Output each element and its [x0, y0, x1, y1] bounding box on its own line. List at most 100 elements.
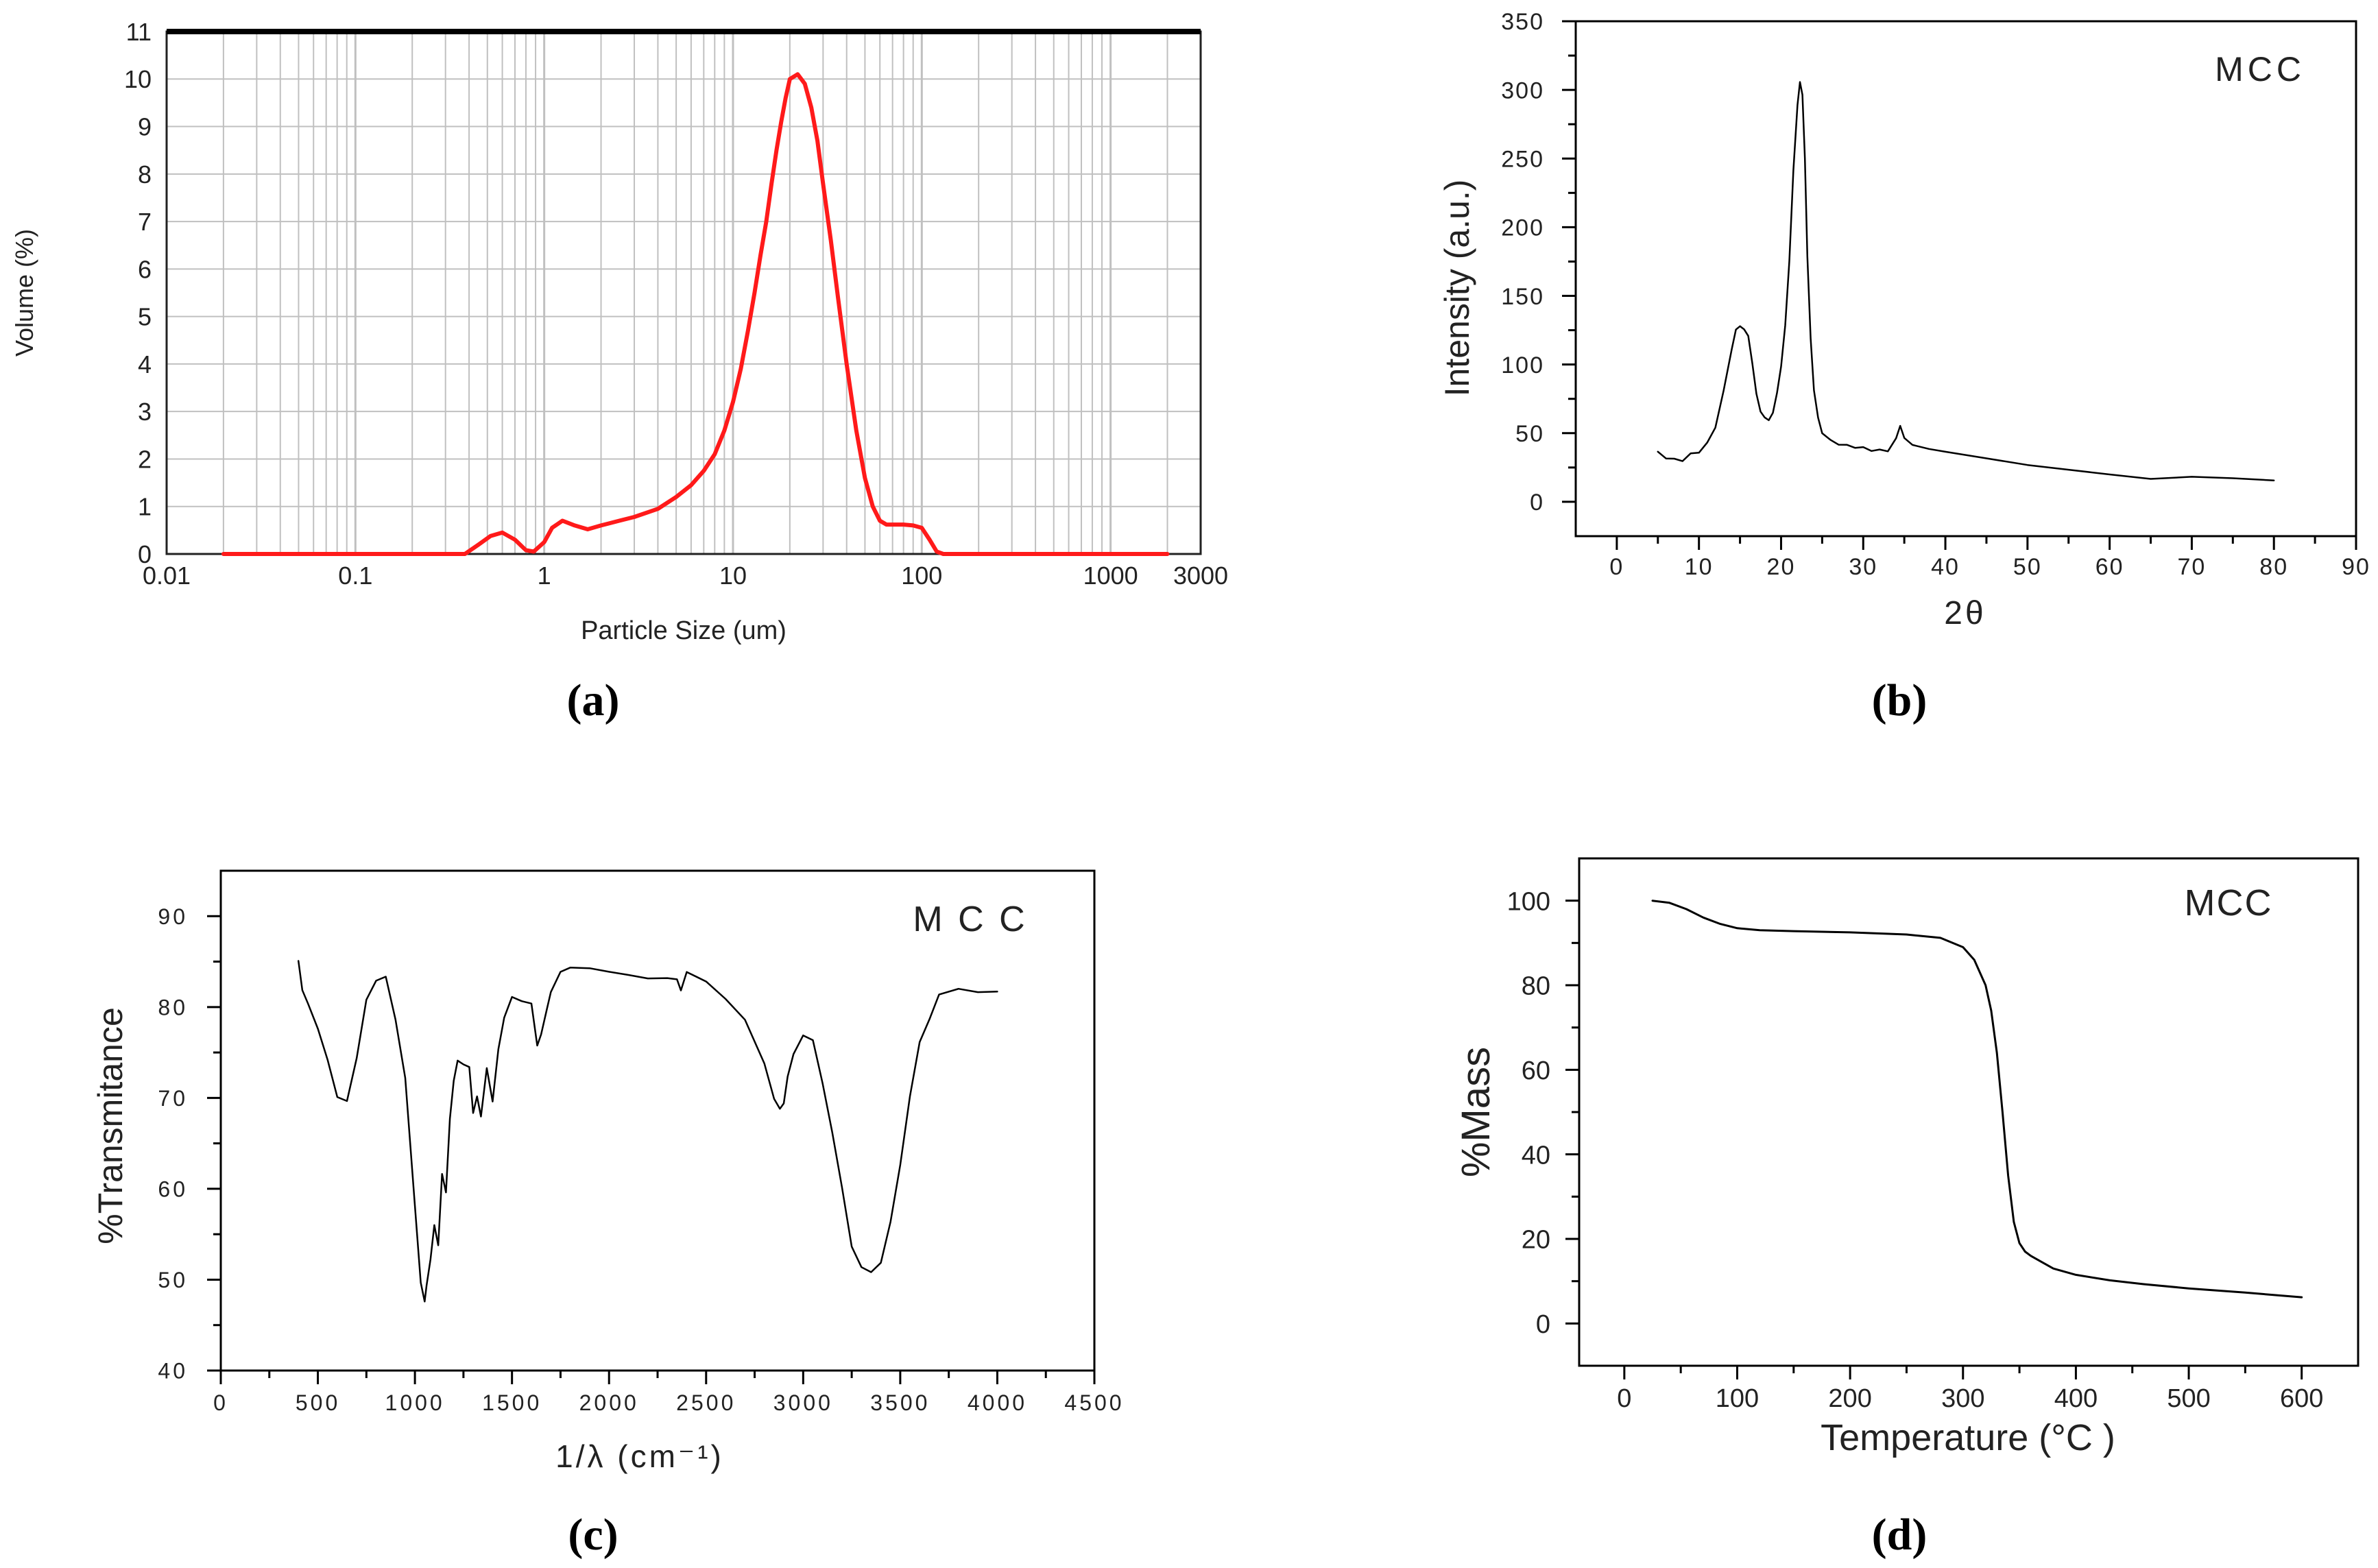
- b-y-axis-label: Intensity (a.u.): [1438, 180, 1476, 397]
- b-x-tick-label: 0: [1609, 554, 1624, 580]
- d-y-tick-label: 20: [1522, 1226, 1550, 1255]
- c-x-tick-label: 0: [213, 1390, 228, 1415]
- d-x-tick-label: 0: [1617, 1384, 1631, 1413]
- c-x-tick-label: 4500: [1064, 1390, 1124, 1415]
- b-x-ticks: 0 10 20 30 40 50 60 70 80 90: [1609, 536, 2370, 580]
- b-x-tick-label: 20: [1767, 554, 1796, 580]
- a-x-tick-label: 0.1: [338, 562, 372, 590]
- b-x-tick-label: 50: [2013, 554, 2042, 580]
- c-x-ticks: 0 500 1000 1500 2000 2500 3000 3500 4000 4500: [213, 1371, 1124, 1415]
- b-y-tick-label: 0: [1530, 490, 1544, 516]
- b-x-axis-label: 2θ: [1944, 595, 1986, 631]
- c-x-tick-label: 3500: [870, 1390, 930, 1415]
- c-series-layer: [297, 960, 998, 1303]
- a-y-tick-label: 5: [138, 303, 152, 331]
- a-y-ticks: 0 1 2 3 4 5 6 7 8 9 10 11: [124, 18, 152, 568]
- a-y-tick-label: 6: [138, 255, 152, 283]
- c-y-tick-label: 60: [158, 1177, 188, 1201]
- c-y-tick-label: 50: [158, 1268, 188, 1292]
- d-x-tick-label: 500: [2167, 1384, 2210, 1413]
- b-y-tick-label: 300: [1501, 77, 1544, 104]
- a-x-ticks: 0.01 0.1 1 10 100 1000 3000: [143, 562, 1228, 590]
- d-y-tick-label: 80: [1522, 972, 1550, 1001]
- a-x-tick-label: 3000: [1173, 562, 1228, 590]
- d-y-tick-label: 60: [1522, 1057, 1550, 1085]
- c-annotation: M C C: [913, 900, 1027, 939]
- b-y-tick-label: 50: [1515, 421, 1544, 447]
- a-y-tick-label: 2: [138, 445, 152, 473]
- d-x-tick-label: 100: [1716, 1384, 1759, 1413]
- b-y-tick-label: 100: [1501, 352, 1544, 378]
- panel-a: 0.01 0.1 1 10 100 1000 3000 0 1 2 3 4 5 6 7 8 9 10 11 Par…: [10, 18, 1228, 725]
- a-y-tick-label: 9: [138, 113, 152, 141]
- c-y-tick-label: 90: [158, 904, 188, 929]
- c-x-tick-label: 4000: [968, 1390, 1027, 1415]
- a-y-tick-label: 11: [126, 18, 152, 46]
- b-series-line: [1657, 81, 2275, 481]
- a-y-tick-label: 1: [138, 493, 152, 521]
- b-x-tick-label: 10: [1685, 554, 1714, 580]
- b-x-tick-label: 40: [1931, 554, 1960, 580]
- d-series-layer: [1651, 900, 2303, 1299]
- b-y-tick-label: 350: [1501, 9, 1544, 35]
- a-gridlines: [165, 31, 1201, 555]
- a-y-tick-label: 0: [138, 540, 152, 568]
- b-annotation: MCC: [2215, 50, 2305, 88]
- a-series-line: [221, 72, 1170, 556]
- d-y-tick-label: 100: [1507, 887, 1550, 916]
- a-x-tick-label: 1000: [1083, 562, 1138, 590]
- panel-c: 0 500 1000 1500 2000 2500 3000 3500 4000 4500 40 5…: [91, 869, 1124, 1560]
- a-y-tick-label: 8: [138, 160, 152, 189]
- d-caption: (d): [1872, 1510, 1927, 1560]
- d-y-ticks: 0 20 40 60 80 100: [1507, 887, 1579, 1339]
- a-x-tick-label: 100: [901, 562, 942, 590]
- c-series-line: [297, 960, 998, 1303]
- d-plot-frame: [1578, 857, 2359, 1367]
- a-y-tick-label: 4: [138, 350, 152, 378]
- c-y-axis-label: %Transmitance: [91, 1007, 130, 1244]
- a-y-tick-label: 3: [138, 398, 152, 426]
- b-caption: (b): [1872, 675, 1927, 725]
- d-x-axis-label: Temperature (°C ): [1821, 1417, 2115, 1458]
- d-x-tick-label: 400: [2054, 1384, 2098, 1413]
- a-caption: (a): [567, 675, 620, 725]
- a-x-tick-label: 1: [538, 562, 551, 590]
- b-x-tick-label: 60: [2095, 554, 2124, 580]
- a-x-tick-label: 10: [719, 562, 747, 590]
- c-x-axis-label: 1/λ (cm⁻¹): [555, 1438, 724, 1474]
- c-x-tick-label: 2000: [579, 1390, 639, 1415]
- b-y-tick-label: 200: [1501, 215, 1544, 241]
- d-x-ticks: 0 100 200 300 400 500 600: [1617, 1366, 2323, 1413]
- b-series-layer: [1657, 81, 2275, 481]
- d-annotation: MCC: [2185, 882, 2273, 924]
- a-y-tick-label: 7: [138, 208, 152, 236]
- c-y-ticks: 40 50 60 70 80 90: [158, 904, 221, 1384]
- d-y-axis-label: %Mass: [1454, 1047, 1498, 1177]
- c-y-tick-label: 80: [158, 995, 188, 1020]
- panel-b: 0 10 20 30 40 50 60 70 80 90 0 50 100 150 200 250 300 35…: [1438, 9, 2370, 725]
- c-plot-frame: [219, 869, 1096, 1372]
- b-y-tick-label: 150: [1501, 284, 1544, 310]
- panel-d: 0 100 200 300 400 500 600 0 20 40 60 80 100 MCC Tem…: [1454, 857, 2359, 1560]
- d-y-tick-label: 40: [1522, 1141, 1550, 1170]
- d-x-tick-label: 300: [1941, 1384, 1984, 1413]
- c-y-tick-label: 70: [158, 1086, 188, 1111]
- c-x-tick-label: 2500: [676, 1390, 736, 1415]
- b-y-ticks: 0 50 100 150 200 250 300 350: [1501, 9, 1576, 516]
- b-x-tick-label: 90: [2342, 554, 2370, 580]
- a-y-axis-label: Volume (%): [10, 229, 38, 357]
- b-y-tick-label: 250: [1501, 147, 1544, 173]
- c-x-tick-label: 500: [296, 1390, 340, 1415]
- c-x-tick-label: 1500: [482, 1390, 542, 1415]
- c-x-tick-label: 3000: [773, 1390, 833, 1415]
- c-caption: (c): [568, 1510, 618, 1560]
- a-plot-frame: [165, 30, 1202, 555]
- b-plot-frame: [1574, 20, 2357, 538]
- d-x-tick-label: 600: [2280, 1384, 2323, 1413]
- a-x-tick-label: 0.01: [143, 562, 191, 590]
- b-x-tick-label: 70: [2178, 554, 2207, 580]
- a-x-axis-label: Particle Size (um): [581, 616, 786, 645]
- c-x-tick-label: 1000: [385, 1390, 445, 1415]
- b-x-tick-label: 30: [1849, 554, 1877, 580]
- d-x-tick-label: 200: [1828, 1384, 1871, 1413]
